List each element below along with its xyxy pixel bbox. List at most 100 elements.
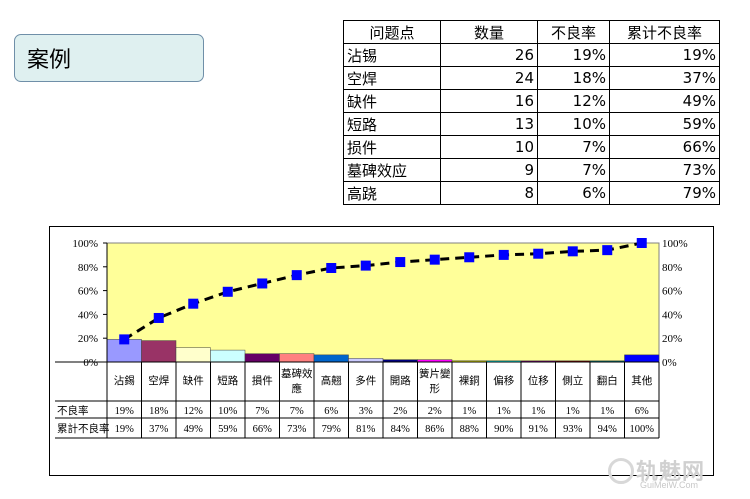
cell-cumulative: 59% — [609, 112, 720, 136]
category-label: 沾錫 — [114, 374, 135, 387]
row-label-cumulative: 累計不良率 — [57, 422, 110, 435]
category-label: 形 — [430, 383, 441, 395]
bar — [141, 340, 177, 363]
y-tick-label-right: 60% — [662, 286, 682, 298]
cumulative-point — [464, 252, 475, 263]
cell-issue: 空焊 — [343, 66, 441, 90]
cell-issue: 沾锡 — [343, 43, 441, 67]
category-label: 翻白 — [597, 374, 618, 387]
cumulative-value: 94% — [598, 424, 618, 435]
cell-issue: 缺件 — [343, 89, 441, 113]
table-header-row: 问题点 数量 不良率 累计不良率 — [343, 20, 720, 44]
defect-table: 问题点 数量 不良率 累计不良率 沾锡 26 19% 19% 空焊 24 18% 37% 缺件 1… — [343, 20, 720, 205]
rate-value: 1% — [600, 406, 614, 417]
bar — [313, 354, 349, 363]
y-tick-label-right: 40% — [662, 309, 682, 321]
cell-rate: 18% — [537, 66, 610, 90]
cumulative-point — [222, 286, 233, 297]
cumulative-line — [123, 241, 643, 341]
case-title: 案例 — [27, 48, 72, 73]
rate-value: 6% — [324, 406, 338, 417]
cumulative-value: 37% — [149, 424, 169, 435]
watermark-logo-icon — [608, 458, 634, 484]
rate-value: 12% — [184, 406, 204, 417]
table-row: 沾锡 26 19% 19% — [343, 43, 720, 67]
cumulative-point — [153, 312, 164, 323]
category-label: 應 — [292, 382, 303, 395]
y-tick-label-left: 20% — [78, 333, 98, 345]
cumulative-point — [636, 238, 647, 248]
cell-rate: 19% — [537, 43, 610, 67]
y-tick-label-right: 0% — [662, 357, 677, 369]
cumulative-point — [119, 334, 130, 345]
row-label-rate: 不良率 — [57, 404, 89, 417]
cumulative-point — [498, 249, 509, 260]
cumulative-value: 91% — [529, 424, 549, 435]
cumulative-point — [429, 254, 440, 265]
cumulative-point — [602, 245, 613, 256]
rate-value: 2% — [428, 406, 442, 417]
cumulative-value: 66% — [253, 424, 273, 435]
category-label: 開路 — [390, 374, 411, 387]
cumulative-value: 73% — [287, 424, 307, 435]
watermark-text: 轨魅网 — [636, 460, 706, 485]
category-label: 簧片變 — [419, 367, 451, 380]
cumulative-value: 100% — [630, 424, 655, 435]
cell-count: 26 — [440, 43, 538, 67]
rate-value: 7% — [290, 406, 304, 417]
table-row: 墓碑效应 9 7% 73% — [343, 158, 720, 182]
cumulative-point — [291, 270, 302, 281]
cumulative-point — [257, 278, 268, 289]
cell-rate: 12% — [537, 89, 610, 113]
cell-count: 24 — [440, 66, 538, 90]
bar — [175, 347, 211, 363]
table-row: 缺件 16 12% 49% — [343, 89, 720, 113]
cell-rate: 7% — [537, 158, 610, 182]
cumulative-point — [360, 260, 371, 271]
col-header-issue: 问题点 — [343, 20, 441, 44]
rate-value: 18% — [149, 406, 169, 417]
cell-count: 9 — [440, 158, 538, 182]
y-tick-label-left: 80% — [78, 262, 98, 274]
cumulative-point — [533, 248, 544, 259]
rate-value: 1% — [462, 406, 476, 417]
category-label: 偏移 — [493, 374, 514, 387]
category-label: 多件 — [355, 374, 376, 387]
cell-count: 8 — [440, 181, 538, 205]
cell-cumulative: 79% — [609, 181, 720, 205]
y-tick-label-right: 100% — [662, 238, 688, 250]
cumulative-value: 86% — [425, 424, 445, 435]
cumulative-value: 88% — [460, 424, 480, 435]
category-label: 損件 — [252, 374, 273, 387]
watermark: 轨魅网 GuiMeiW.Com — [604, 452, 744, 492]
cell-count: 16 — [440, 89, 538, 113]
cell-issue: 短路 — [343, 112, 441, 136]
col-header-count: 数量 — [440, 20, 538, 44]
rate-value: 2% — [393, 406, 407, 417]
y-tick-label-left: 60% — [78, 286, 98, 298]
y-tick-label-left: 0% — [83, 357, 98, 369]
table-row: 短路 13 10% 59% — [343, 112, 720, 136]
cumulative-value: 90% — [494, 424, 514, 435]
cell-rate: 6% — [537, 181, 610, 205]
category-label: 位移 — [528, 374, 549, 387]
cumulative-point — [188, 298, 199, 309]
table-row: 高跷 8 6% 79% — [343, 181, 720, 205]
cell-issue: 高跷 — [343, 181, 441, 205]
category-label: 短路 — [217, 374, 238, 387]
cell-cumulative: 37% — [609, 66, 720, 90]
y-tick-label-left: 100% — [72, 238, 98, 250]
rate-value: 10% — [218, 406, 238, 417]
cumulative-point — [567, 246, 578, 257]
cumulative-point — [326, 262, 337, 273]
cumulative-value: 49% — [184, 424, 204, 435]
table-row: 损件 10 7% 66% — [343, 135, 720, 159]
cell-cumulative: 19% — [609, 43, 720, 67]
bar — [624, 354, 660, 363]
y-tick-label-right: 80% — [662, 262, 682, 274]
cell-cumulative: 49% — [609, 89, 720, 113]
category-label: 墓碑效 — [281, 367, 313, 380]
category-label: 側立 — [562, 374, 583, 387]
cumulative-value: 93% — [563, 424, 583, 435]
category-label: 缺件 — [183, 374, 204, 387]
